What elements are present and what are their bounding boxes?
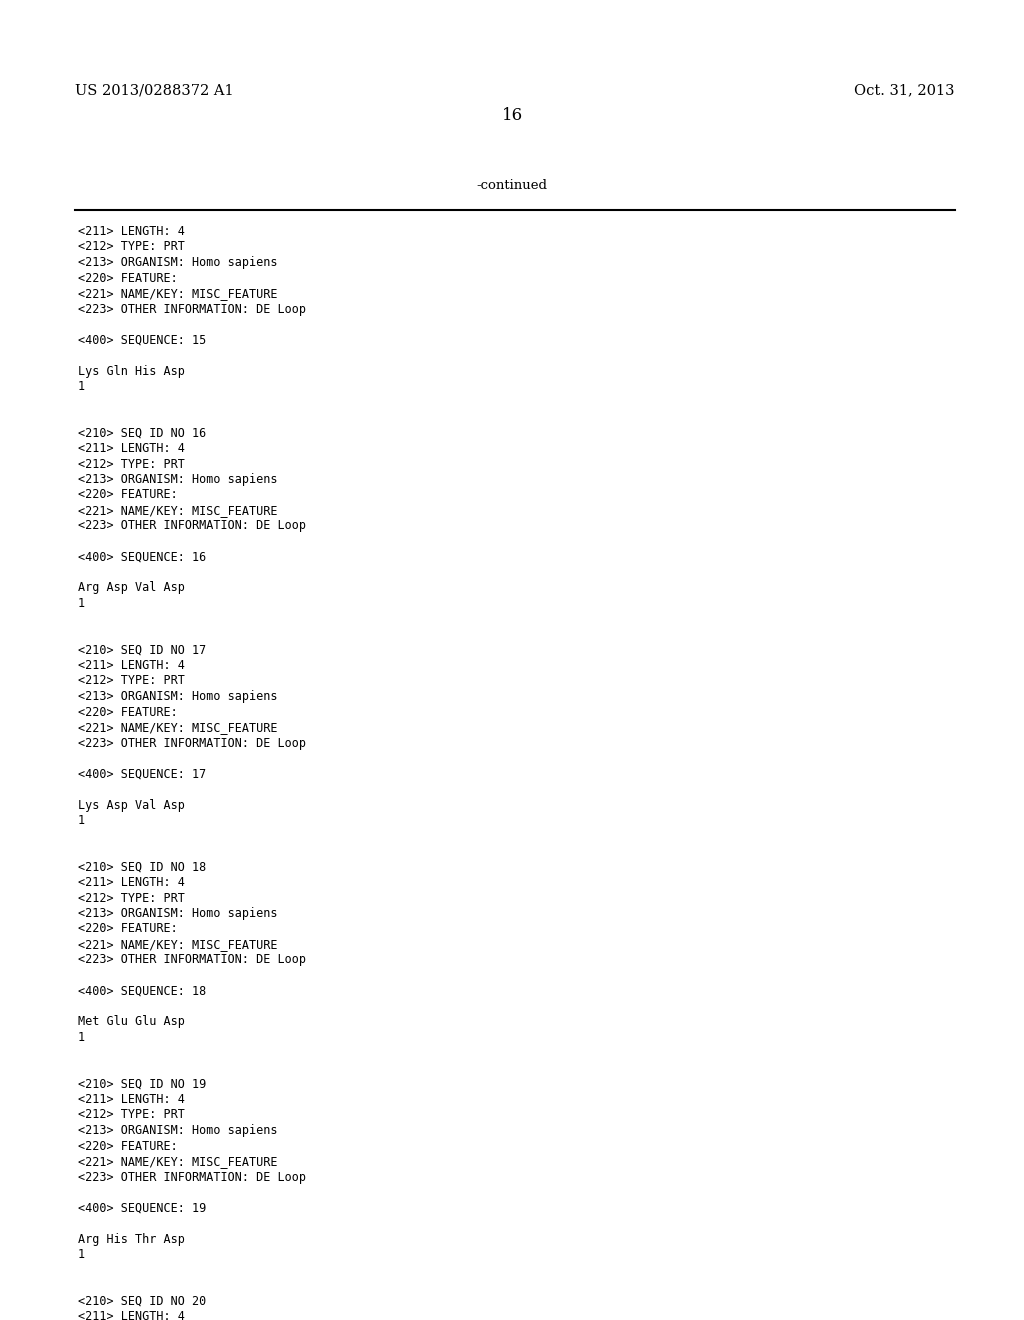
Text: <212> TYPE: PRT: <212> TYPE: PRT	[78, 891, 185, 904]
Text: <223> OTHER INFORMATION: DE Loop: <223> OTHER INFORMATION: DE Loop	[78, 1171, 306, 1184]
Text: <220> FEATURE:: <220> FEATURE:	[78, 1139, 178, 1152]
Text: <213> ORGANISM: Homo sapiens: <213> ORGANISM: Homo sapiens	[78, 473, 278, 486]
Text: 1: 1	[78, 1247, 85, 1261]
Text: <400> SEQUENCE: 18: <400> SEQUENCE: 18	[78, 985, 206, 998]
Text: <400> SEQUENCE: 15: <400> SEQUENCE: 15	[78, 334, 206, 346]
Text: <223> OTHER INFORMATION: DE Loop: <223> OTHER INFORMATION: DE Loop	[78, 953, 306, 966]
Text: Lys Asp Val Asp: Lys Asp Val Asp	[78, 799, 185, 812]
Text: <211> LENGTH: 4: <211> LENGTH: 4	[78, 442, 185, 455]
Text: <210> SEQ ID NO 19: <210> SEQ ID NO 19	[78, 1077, 206, 1090]
Text: <211> LENGTH: 4: <211> LENGTH: 4	[78, 876, 185, 888]
Text: -continued: -continued	[476, 180, 548, 191]
Text: <221> NAME/KEY: MISC_FEATURE: <221> NAME/KEY: MISC_FEATURE	[78, 1155, 278, 1168]
Text: <400> SEQUENCE: 17: <400> SEQUENCE: 17	[78, 767, 206, 780]
Text: <220> FEATURE:: <220> FEATURE:	[78, 923, 178, 936]
Text: <210> SEQ ID NO 16: <210> SEQ ID NO 16	[78, 426, 206, 440]
Text: 1: 1	[78, 380, 85, 393]
Text: <221> NAME/KEY: MISC_FEATURE: <221> NAME/KEY: MISC_FEATURE	[78, 721, 278, 734]
Text: <220> FEATURE:: <220> FEATURE:	[78, 488, 178, 502]
Text: <221> NAME/KEY: MISC_FEATURE: <221> NAME/KEY: MISC_FEATURE	[78, 286, 278, 300]
Text: 1: 1	[78, 597, 85, 610]
Text: <400> SEQUENCE: 16: <400> SEQUENCE: 16	[78, 550, 206, 564]
Text: <211> LENGTH: 4: <211> LENGTH: 4	[78, 659, 185, 672]
Text: <223> OTHER INFORMATION: DE Loop: <223> OTHER INFORMATION: DE Loop	[78, 302, 306, 315]
Text: <220> FEATURE:: <220> FEATURE:	[78, 705, 178, 718]
Text: <212> TYPE: PRT: <212> TYPE: PRT	[78, 240, 185, 253]
Text: Oct. 31, 2013: Oct. 31, 2013	[854, 83, 955, 96]
Text: 1: 1	[78, 814, 85, 828]
Text: 1: 1	[78, 1031, 85, 1044]
Text: <213> ORGANISM: Homo sapiens: <213> ORGANISM: Homo sapiens	[78, 1125, 278, 1137]
Text: Lys Gln His Asp: Lys Gln His Asp	[78, 364, 185, 378]
Text: <210> SEQ ID NO 17: <210> SEQ ID NO 17	[78, 644, 206, 656]
Text: <213> ORGANISM: Homo sapiens: <213> ORGANISM: Homo sapiens	[78, 907, 278, 920]
Text: <211> LENGTH: 4: <211> LENGTH: 4	[78, 1309, 185, 1320]
Text: <221> NAME/KEY: MISC_FEATURE: <221> NAME/KEY: MISC_FEATURE	[78, 504, 278, 517]
Text: <220> FEATURE:: <220> FEATURE:	[78, 272, 178, 285]
Text: US 2013/0288372 A1: US 2013/0288372 A1	[75, 83, 233, 96]
Text: <400> SEQUENCE: 19: <400> SEQUENCE: 19	[78, 1201, 206, 1214]
Text: <210> SEQ ID NO 18: <210> SEQ ID NO 18	[78, 861, 206, 874]
Text: <223> OTHER INFORMATION: DE Loop: <223> OTHER INFORMATION: DE Loop	[78, 520, 306, 532]
Text: 16: 16	[502, 107, 522, 124]
Text: <212> TYPE: PRT: <212> TYPE: PRT	[78, 458, 185, 470]
Text: Arg His Thr Asp: Arg His Thr Asp	[78, 1233, 185, 1246]
Text: Met Glu Glu Asp: Met Glu Glu Asp	[78, 1015, 185, 1028]
Text: <212> TYPE: PRT: <212> TYPE: PRT	[78, 1109, 185, 1122]
Text: <221> NAME/KEY: MISC_FEATURE: <221> NAME/KEY: MISC_FEATURE	[78, 939, 278, 950]
Text: Arg Asp Val Asp: Arg Asp Val Asp	[78, 582, 185, 594]
Text: <212> TYPE: PRT: <212> TYPE: PRT	[78, 675, 185, 688]
Text: <210> SEQ ID NO 20: <210> SEQ ID NO 20	[78, 1295, 206, 1308]
Text: <213> ORGANISM: Homo sapiens: <213> ORGANISM: Homo sapiens	[78, 690, 278, 704]
Text: <211> LENGTH: 4: <211> LENGTH: 4	[78, 224, 185, 238]
Text: <213> ORGANISM: Homo sapiens: <213> ORGANISM: Homo sapiens	[78, 256, 278, 269]
Text: <211> LENGTH: 4: <211> LENGTH: 4	[78, 1093, 185, 1106]
Text: <223> OTHER INFORMATION: DE Loop: <223> OTHER INFORMATION: DE Loop	[78, 737, 306, 750]
